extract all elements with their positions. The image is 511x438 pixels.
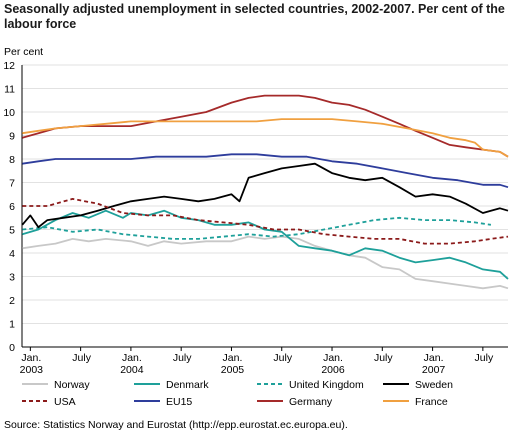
x-tick-year: 2007 <box>422 364 446 376</box>
y-tick-label: 0 <box>9 342 15 354</box>
y-tick-label: 12 <box>3 60 15 72</box>
x-tick-year: 2004 <box>120 364 144 376</box>
y-tick-label: 11 <box>4 84 15 96</box>
x-tick-label: July <box>475 352 494 364</box>
x-tick-year: 2006 <box>321 364 345 376</box>
x-tick-label: Jan. <box>323 352 343 364</box>
gridlines <box>22 64 508 348</box>
y-axis-label: Per cent <box>4 46 43 58</box>
series-line-france <box>22 118 509 158</box>
y-tick-label: 6 <box>9 201 15 213</box>
legend-label: Sweden <box>415 379 453 391</box>
x-tick-label: July <box>72 352 91 364</box>
legend-label: EU15 <box>166 396 192 408</box>
x-tick-year: 2005 <box>221 364 245 376</box>
legend-label: France <box>415 396 448 408</box>
y-tick-label: 3 <box>9 272 15 284</box>
legend: Norway Denmark United Kingdom Sweden USA EU15… <box>22 379 453 408</box>
x-tick-label: Jan. <box>424 352 444 364</box>
series-line-denmark <box>22 209 509 280</box>
x-tick-label: July <box>173 352 192 364</box>
series-line-usa <box>22 198 509 245</box>
y-tick-label: 10 <box>3 107 15 119</box>
legend-label: Germany <box>289 396 333 408</box>
series-line-germany <box>22 94 509 158</box>
x-tick-year: 2003 <box>20 364 44 376</box>
legend-label: USA <box>54 396 76 408</box>
chart-title: Seasonally adjusted unemployment in sele… <box>4 2 505 31</box>
y-tick-label: 5 <box>9 225 15 237</box>
x-tick-label: July <box>374 352 393 364</box>
series-line-united-kingdom <box>22 216 492 240</box>
x-tick-label: Jan. <box>122 352 142 364</box>
y-tick-label: 9 <box>9 131 15 143</box>
legend-label: Norway <box>54 379 90 391</box>
x-tick-label: Jan. <box>223 352 243 364</box>
series-line-eu15 <box>22 153 509 189</box>
series-lines <box>21 94 509 290</box>
x-tick-label: July <box>273 352 292 364</box>
y-tick-label: 2 <box>9 295 15 307</box>
source-note: Source: Statistics Norway and Eurostat (… <box>4 419 348 431</box>
y-tick-label: 4 <box>9 248 15 260</box>
y-tick-label: 7 <box>9 178 15 190</box>
y-tick-label: 1 <box>9 319 15 331</box>
series-line-norway <box>22 235 509 290</box>
legend-label: United Kingdom <box>289 379 364 391</box>
x-tick-label: Jan. <box>21 352 41 364</box>
y-tick-label: 8 <box>9 154 15 166</box>
legend-label: Denmark <box>166 379 209 391</box>
series-line-sweden <box>21 162 509 229</box>
